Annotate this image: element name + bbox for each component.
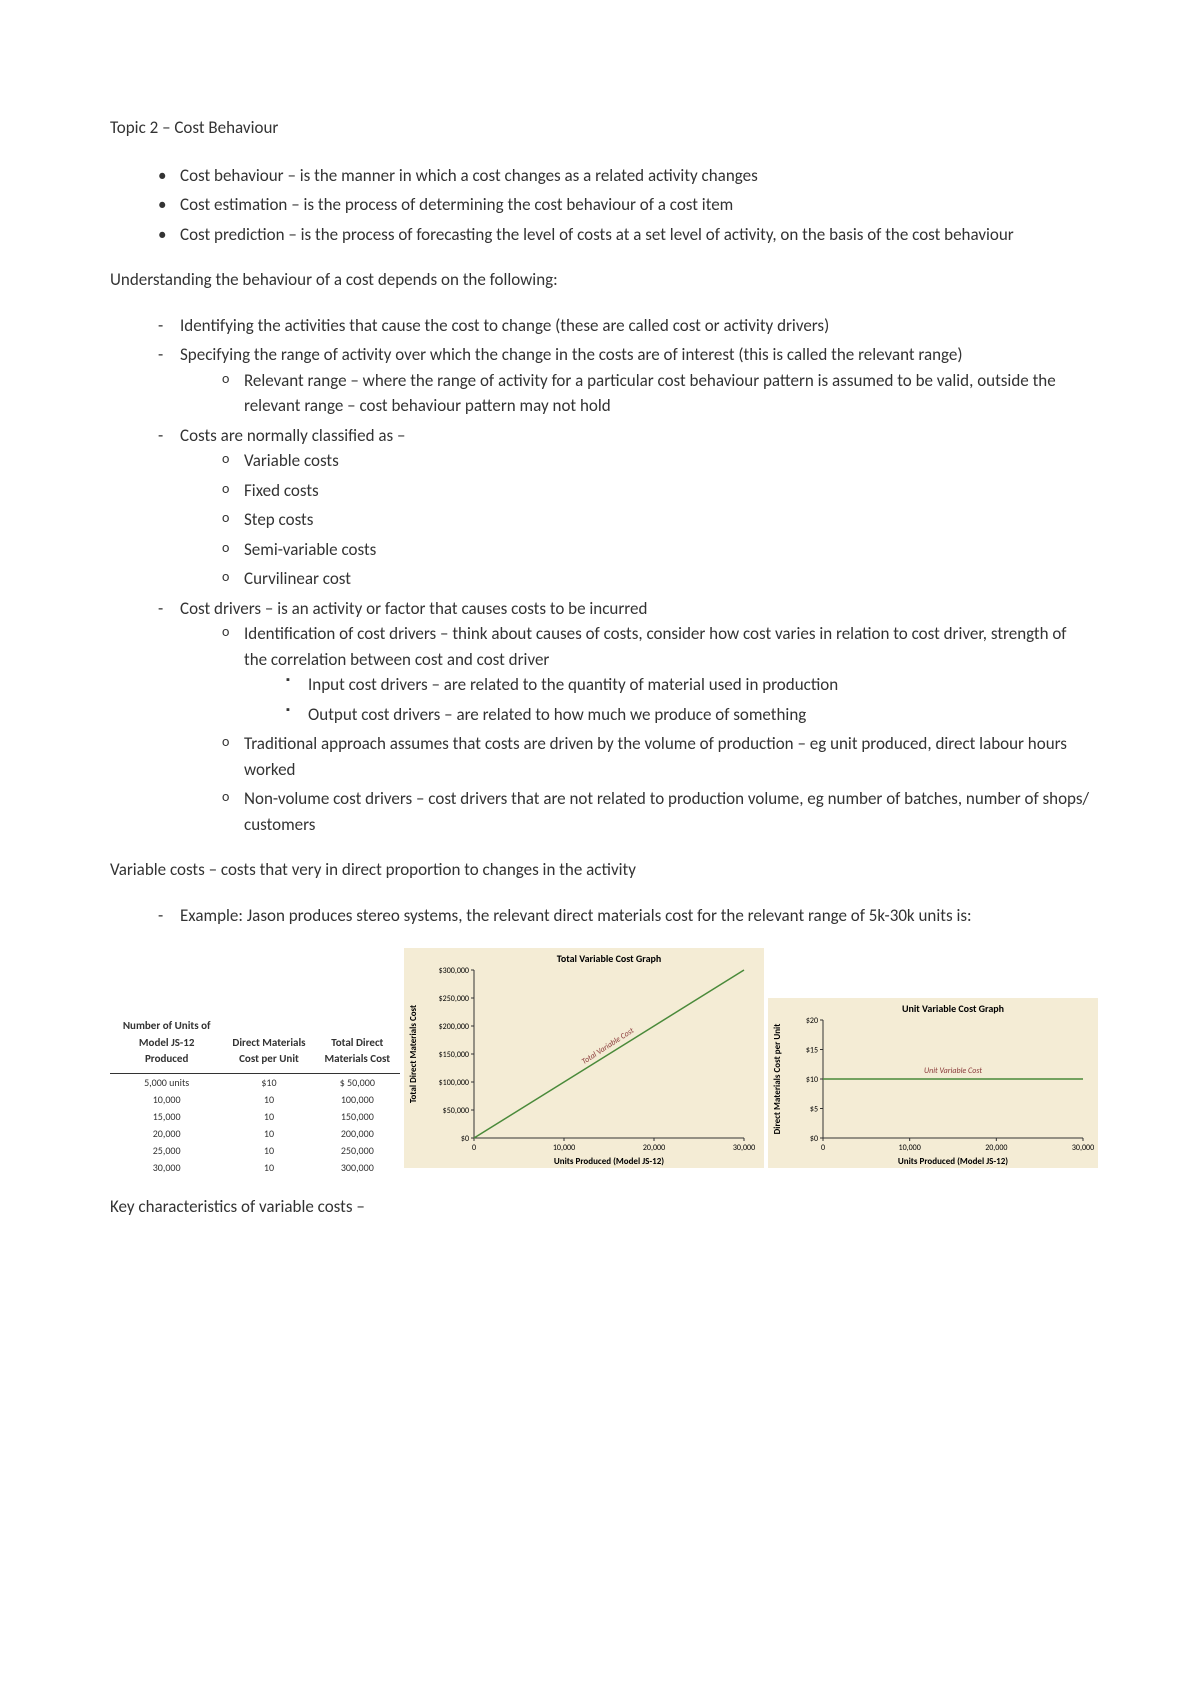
understanding-item: Specifying the range of activity over wh… xyxy=(158,342,1090,419)
svg-text:Direct Materials Cost per Unit: Direct Materials Cost per Unit xyxy=(772,1024,783,1135)
svg-text:Units Produced (Model JS-12): Units Produced (Model JS-12) xyxy=(554,1156,664,1167)
table-cell: 150,000 xyxy=(315,1108,400,1125)
driver-sub-item: Traditional approach assumes that costs … xyxy=(222,731,1090,782)
svg-text:$300,000: $300,000 xyxy=(439,966,469,976)
understanding-item-text: Costs are normally classified as – xyxy=(180,425,405,446)
variable-example-item: Example: Jason produces stereo systems, … xyxy=(158,903,1090,929)
svg-text:30,000: 30,000 xyxy=(1072,1143,1094,1153)
svg-text:$250,000: $250,000 xyxy=(439,994,469,1004)
table-row: 5,000 units$10$ 50,000 xyxy=(110,1073,400,1091)
driver-sub-text: Identification of cost drivers – think a… xyxy=(244,623,1067,670)
cost-type-item: Fixed costs xyxy=(222,478,1090,504)
svg-text:$0: $0 xyxy=(461,1134,469,1144)
cost-type-item: Variable costs xyxy=(222,448,1090,474)
svg-text:Units Produced (Model JS-12): Units Produced (Model JS-12) xyxy=(898,1156,1008,1167)
understanding-item-text: Specifying the range of activity over wh… xyxy=(180,344,963,365)
variable-example-list: Example: Jason produces stereo systems, … xyxy=(110,903,1090,929)
key-characteristics-heading: Key characteristics of variable costs – xyxy=(110,1194,1090,1220)
table-cell: 10 xyxy=(223,1159,314,1176)
svg-text:$0: $0 xyxy=(810,1134,818,1144)
figure-row: Number of Units of Model JS-12 Produced … xyxy=(110,948,1090,1176)
svg-text:$5: $5 xyxy=(810,1105,818,1115)
table-cell: 15,000 xyxy=(110,1108,223,1125)
table-header: Direct Materials Cost per Unit xyxy=(223,1015,314,1073)
svg-text:Total Direct Materials Cost: Total Direct Materials Cost xyxy=(408,1005,419,1103)
svg-text:$50,000: $50,000 xyxy=(443,1106,469,1116)
svg-text:20,000: 20,000 xyxy=(985,1143,1007,1153)
understanding-item-text: Cost drivers – is an activity or factor … xyxy=(180,598,647,619)
driver-detail-item: Output cost drivers – are related to how… xyxy=(286,702,1090,728)
cost-table: Number of Units of Model JS-12 Produced … xyxy=(110,1015,400,1176)
svg-text:$15: $15 xyxy=(806,1046,818,1056)
table-header: Number of Units of Model JS-12 Produced xyxy=(110,1015,223,1073)
relevant-range-item: Relevant range – where the range of acti… xyxy=(222,368,1090,419)
table-row: 25,00010250,000 xyxy=(110,1142,400,1159)
table-cell: 10 xyxy=(223,1108,314,1125)
table-cell: 10,000 xyxy=(110,1091,223,1108)
driver-detail-item: Input cost drivers – are related to the … xyxy=(286,672,1090,698)
table-row: 10,00010100,000 xyxy=(110,1091,400,1108)
svg-text:20,000: 20,000 xyxy=(643,1143,665,1153)
svg-text:10,000: 10,000 xyxy=(553,1143,575,1153)
table-header: Total Direct Materials Cost xyxy=(315,1015,400,1073)
table-cell: 300,000 xyxy=(315,1159,400,1176)
understanding-list: Identifying the activities that cause th… xyxy=(110,313,1090,838)
def-item: Cost behaviour – is the manner in which … xyxy=(158,163,1090,189)
table-cell: 20,000 xyxy=(110,1125,223,1142)
table-row: 15,00010150,000 xyxy=(110,1108,400,1125)
svg-text:0: 0 xyxy=(821,1143,825,1153)
variable-costs-heading: Variable costs – costs that very in dire… xyxy=(110,857,1090,883)
understanding-item: Identifying the activities that cause th… xyxy=(158,313,1090,339)
table-cell: 250,000 xyxy=(315,1142,400,1159)
table-cell: $10 xyxy=(223,1073,314,1091)
driver-sub-item: Identification of cost drivers – think a… xyxy=(222,621,1090,727)
svg-text:$100,000: $100,000 xyxy=(439,1078,469,1088)
table-cell: 25,000 xyxy=(110,1142,223,1159)
definitions-list: Cost behaviour – is the manner in which … xyxy=(110,163,1090,248)
unit-variable-cost-chart: Unit Variable Cost Graph $0 $5 $10 $15 $20 0 10… xyxy=(768,998,1098,1176)
table-cell: 10 xyxy=(223,1125,314,1142)
cost-type-item: Step costs xyxy=(222,507,1090,533)
table-row: 20,00010200,000 xyxy=(110,1125,400,1142)
page-title: Topic 2 – Cost Behaviour xyxy=(110,115,1090,141)
table-cell: 5,000 units xyxy=(110,1073,223,1091)
table-cell: $ 50,000 xyxy=(315,1073,400,1091)
driver-sub-item: Non-volume cost drivers – cost drivers t… xyxy=(222,786,1090,837)
svg-text:Total Variable Cost Graph: Total Variable Cost Graph xyxy=(557,952,662,965)
table-row: 30,00010300,000 xyxy=(110,1159,400,1176)
table-cell: 30,000 xyxy=(110,1159,223,1176)
svg-text:$200,000: $200,000 xyxy=(439,1022,469,1032)
svg-text:$150,000: $150,000 xyxy=(439,1050,469,1060)
svg-text:Unit Variable Cost: Unit Variable Cost xyxy=(924,1066,982,1076)
understanding-intro: Understanding the behaviour of a cost de… xyxy=(110,267,1090,293)
svg-text:30,000: 30,000 xyxy=(733,1143,755,1153)
def-item: Cost prediction – is the process of fore… xyxy=(158,222,1090,248)
understanding-item: Costs are normally classified as – Varia… xyxy=(158,423,1090,592)
table-cell: 10 xyxy=(223,1142,314,1159)
svg-text:0: 0 xyxy=(472,1143,476,1153)
cost-type-item: Semi-variable costs xyxy=(222,537,1090,563)
table-cell: 10 xyxy=(223,1091,314,1108)
cost-type-item: Curvilinear cost xyxy=(222,566,1090,592)
svg-text:$20: $20 xyxy=(806,1016,818,1026)
total-variable-cost-chart: Total Variable Cost Graph $0 $50,000 $100,0… xyxy=(404,948,764,1176)
table-cell: 200,000 xyxy=(315,1125,400,1142)
def-item: Cost estimation – is the process of dete… xyxy=(158,192,1090,218)
table-cell: 100,000 xyxy=(315,1091,400,1108)
svg-text:10,000: 10,000 xyxy=(899,1143,921,1153)
svg-text:$10: $10 xyxy=(806,1075,818,1085)
understanding-item: Cost drivers – is an activity or factor … xyxy=(158,596,1090,838)
svg-text:Unit Variable Cost Graph: Unit Variable Cost Graph xyxy=(902,1002,1004,1015)
